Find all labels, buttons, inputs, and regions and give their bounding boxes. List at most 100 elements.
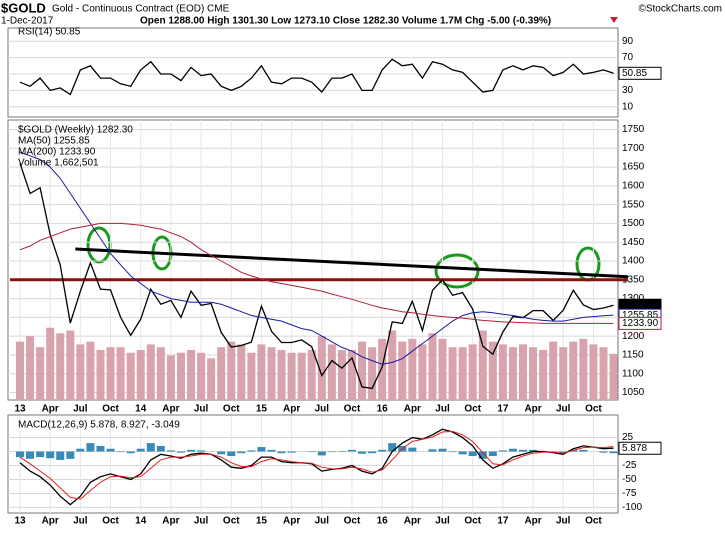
legend-entry: MACD(12,26,9) 5.878, 8.927, -3.049 — [18, 420, 180, 431]
volume-bar — [227, 341, 236, 400]
x-tick-label: Oct — [223, 404, 240, 415]
x-tick-label: Apr — [283, 404, 300, 415]
histogram-bar — [368, 451, 377, 454]
histogram-bar — [86, 443, 95, 452]
volume-bar — [347, 349, 356, 400]
histogram-bar — [237, 451, 246, 454]
x-tick-label: Oct — [585, 404, 602, 415]
histogram-bar — [96, 445, 105, 452]
histogram-bar — [257, 447, 266, 452]
x-tick-label: 16 — [377, 404, 389, 415]
volume-bar — [207, 358, 216, 400]
x-tick-label: Oct — [464, 516, 481, 527]
histogram-bar — [519, 449, 527, 452]
y-tick-label: -100 — [622, 502, 642, 513]
y-tick-label: 1750 — [622, 124, 645, 135]
x-tick-label: Apr — [42, 516, 59, 527]
histogram-bar — [579, 449, 588, 452]
histogram-bar — [317, 451, 326, 456]
subtitle: Gold - Continuous Contract (EOD) CME — [52, 4, 230, 15]
volume-bar — [116, 347, 125, 400]
volume-bar — [156, 347, 165, 400]
series-line — [19, 163, 614, 390]
histogram-bar — [438, 448, 447, 452]
volume-bar — [307, 349, 316, 400]
volume-bar — [257, 344, 266, 400]
histogram-bar — [408, 447, 417, 452]
y-tick-label: 1150 — [622, 350, 644, 361]
trendline — [75, 247, 629, 279]
highlight-circle — [434, 253, 480, 289]
histogram-bar — [337, 450, 346, 452]
value-tag — [618, 66, 662, 80]
histogram-bar — [16, 451, 24, 458]
down-arrow — [610, 17, 618, 23]
histogram-bar — [166, 450, 175, 452]
value-tag-label: 1282.30 — [622, 300, 659, 311]
value-tag-label: 50.85 — [622, 68, 647, 79]
x-tick-label: 17 — [497, 404, 509, 415]
histogram-bar — [388, 443, 397, 452]
histogram-bar — [227, 451, 236, 456]
y-tick-label: 1300 — [622, 293, 645, 304]
volume-bar — [569, 341, 578, 400]
histogram-bar — [609, 451, 618, 454]
histogram-bar — [36, 451, 45, 458]
y-tick-label: 30 — [622, 85, 634, 96]
y-tick-label: 25 — [622, 432, 634, 443]
y-tick-label: 1550 — [622, 199, 645, 210]
volume-bar — [66, 330, 75, 400]
volume-bar — [197, 352, 206, 400]
volume-bar — [498, 344, 507, 400]
x-tick-label: Apr — [404, 404, 421, 415]
y-tick-label: -50 — [622, 474, 637, 485]
volume-bar — [438, 338, 447, 400]
histogram-bar — [559, 451, 568, 453]
date: 1-Dec-2017 — [1, 16, 54, 27]
value-tag-label: 1233.90 — [622, 318, 659, 329]
x-tick-label: 15 — [256, 404, 268, 415]
histogram-bar — [217, 451, 226, 455]
volume-bar — [96, 349, 105, 400]
volume-bar — [217, 347, 226, 400]
volume-bar — [418, 344, 427, 400]
volume-bar — [166, 355, 175, 400]
histogram-bar — [448, 451, 457, 453]
x-tick-label: Oct — [344, 516, 361, 527]
histogram-bar — [478, 451, 487, 459]
highlight-circle — [86, 226, 112, 264]
volume-bar — [529, 347, 538, 400]
histogram-bar — [56, 451, 65, 460]
volume-bar — [488, 341, 497, 400]
volume-bar — [539, 349, 548, 400]
histogram-bar — [358, 451, 367, 454]
legend-entry: $GOLD (Weekly) 1282.30 — [18, 125, 133, 136]
histogram-bar — [529, 449, 538, 452]
volume-bar — [76, 344, 85, 400]
volume-bar — [549, 341, 558, 400]
volume-bar — [599, 347, 608, 400]
legend-entry: Volume 1,662,501 — [18, 158, 99, 169]
x-tick-label: Jul — [194, 516, 209, 527]
volume-bar — [86, 341, 95, 400]
y-tick-label: 1500 — [622, 218, 645, 229]
x-tick-label: Apr — [283, 516, 300, 527]
histogram-bar — [508, 448, 517, 452]
histogram-bar — [599, 451, 608, 453]
histogram-bar — [187, 449, 196, 452]
x-tick-label: Jul — [435, 516, 450, 527]
histogram-bar — [156, 445, 165, 452]
title: $GOLD — [1, 0, 46, 15]
volume-bar — [146, 344, 155, 400]
y-tick-label: 1400 — [622, 256, 645, 267]
x-tick-label: 16 — [377, 516, 389, 527]
histogram-bar — [468, 451, 477, 456]
histogram-bar — [378, 449, 387, 452]
y-tick-label: 1600 — [622, 181, 645, 192]
x-tick-label: 14 — [135, 404, 147, 415]
volume-bar — [287, 352, 296, 400]
volume-bar — [579, 338, 588, 400]
histogram-bar — [327, 451, 336, 453]
x-tick-label: Jul — [435, 404, 450, 415]
volume-bar — [267, 347, 276, 400]
